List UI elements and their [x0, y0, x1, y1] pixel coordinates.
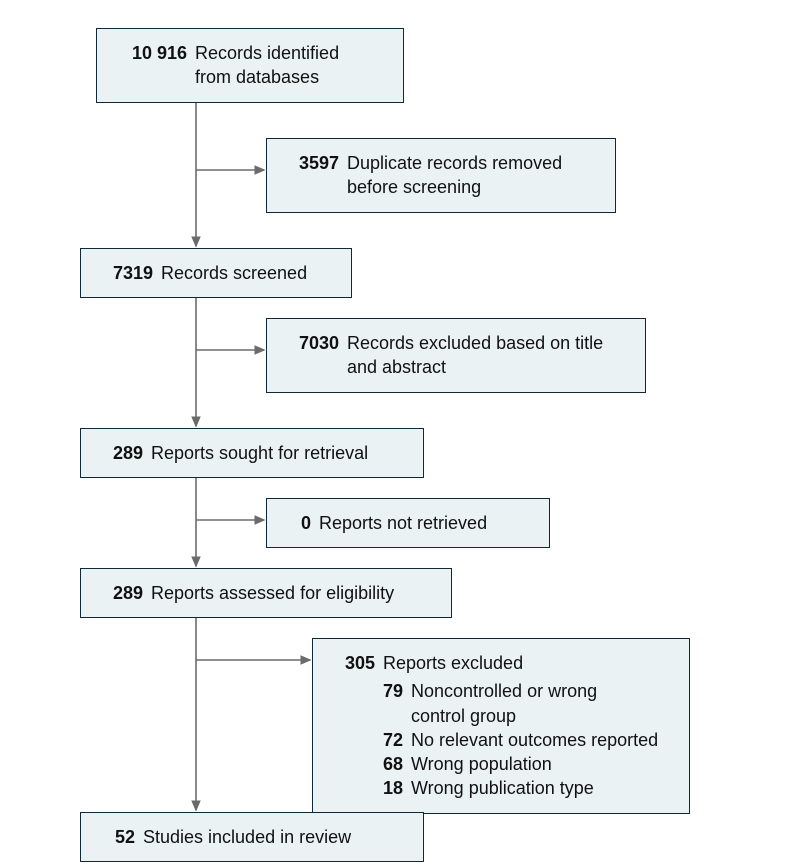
- excluded-reasons-list: 79 Noncontrolled or wrongcontrol group 72 N…: [329, 679, 673, 800]
- label: Reports assessed for eligibility: [151, 581, 394, 605]
- node-records-screened: 7319 Records screened: [80, 248, 352, 298]
- count: 79: [329, 679, 403, 703]
- count: 305: [329, 651, 375, 675]
- excluded-reason-item: 18 Wrong publication type: [329, 776, 673, 800]
- label: Reports not retrieved: [319, 511, 487, 535]
- excluded-reason-item: 79 Noncontrolled or wrongcontrol group: [329, 679, 673, 728]
- node-reports-not-retrieved: 0 Reports not retrieved: [266, 498, 550, 548]
- excluded-reason-item: 68 Wrong population: [329, 752, 673, 776]
- count: 52: [97, 825, 135, 849]
- count: 7319: [97, 261, 153, 285]
- excluded-reason-item: 72 No relevant outcomes reported: [329, 728, 673, 752]
- count: 68: [329, 752, 403, 776]
- node-reports-sought: 289 Reports sought for retrieval: [80, 428, 424, 478]
- node-reports-excluded: 305 Reports excluded 79 Noncontrolled or …: [312, 638, 690, 814]
- label: Reports sought for retrieval: [151, 441, 368, 465]
- node-records-identified: 10 916 Records identifiedfrom databases: [96, 28, 404, 103]
- node-reports-assessed: 289 Reports assessed for eligibility: [80, 568, 452, 618]
- count: 0: [283, 511, 311, 535]
- label: Duplicate records removedbefore screenin…: [347, 151, 562, 200]
- count: 7030: [283, 331, 339, 355]
- label: No relevant outcomes reported: [411, 728, 658, 752]
- node-duplicates-removed: 3597 Duplicate records removedbefore scr…: [266, 138, 616, 213]
- node-excluded-title-abstract: 7030 Records excluded based on titleand …: [266, 318, 646, 393]
- label: Records identifiedfrom databases: [195, 41, 339, 90]
- label: Wrong population: [411, 752, 552, 776]
- count: 72: [329, 728, 403, 752]
- label: Records excluded based on titleand abstr…: [347, 331, 603, 380]
- count: 289: [97, 581, 143, 605]
- label: Reports excluded: [383, 651, 523, 675]
- label: Studies included in review: [143, 825, 351, 849]
- count: 10 916: [113, 41, 187, 65]
- count: 18: [329, 776, 403, 800]
- count: 3597: [283, 151, 339, 175]
- label: Records screened: [161, 261, 307, 285]
- label: Wrong publication type: [411, 776, 594, 800]
- flowchart-canvas: 10 916 Records identifiedfrom databases …: [0, 0, 794, 860]
- node-studies-included: 52 Studies included in review: [80, 812, 424, 862]
- count: 289: [97, 441, 143, 465]
- label: Noncontrolled or wrongcontrol group: [411, 679, 597, 728]
